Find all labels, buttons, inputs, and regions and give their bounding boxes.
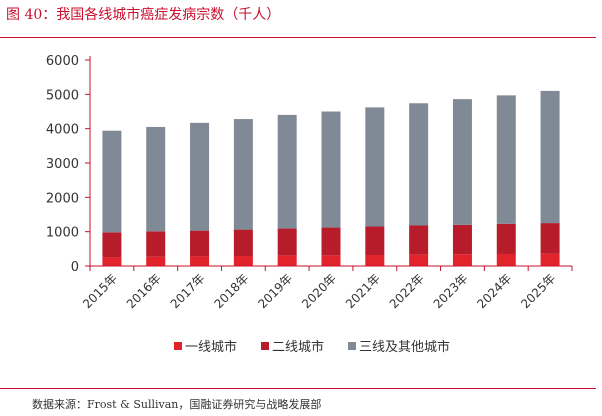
stacked-bar-chart: 0 1000 2000 3000 4000 5000 6000 2015年 2016年 2017…: [46, 54, 573, 355]
bar-segment: [321, 227, 341, 256]
y-tick-label: 2000: [46, 191, 79, 206]
x-tick-label: 2016年: [124, 271, 164, 311]
legend-label: 二线城市: [272, 339, 324, 355]
y-tick-label: 6000: [46, 54, 79, 69]
bar-segment: [146, 126, 166, 232]
bar-segment: [233, 256, 253, 266]
y-tick-label: 0: [71, 260, 79, 275]
source-note: 数据来源：Frost & Sullivan，国融证券研究与战略发展部: [32, 398, 322, 411]
legend-swatch: [348, 342, 356, 350]
bar-segment: [496, 95, 516, 224]
bars: [102, 90, 560, 266]
bar-segment: [452, 254, 472, 266]
legend: 一线城市 二线城市 三线及其他城市: [174, 339, 450, 355]
y-tick-label: 3000: [46, 157, 79, 172]
bar-segment: [190, 122, 210, 231]
bar-segment: [365, 226, 385, 256]
x-tick-label: 2020年: [299, 271, 339, 311]
bar-segment: [277, 114, 297, 229]
bar-segment: [102, 257, 122, 266]
bar-segment: [540, 253, 560, 266]
bar-segment: [233, 229, 253, 257]
bar-segment: [277, 255, 297, 266]
page-title: 图 40：我国各线城市癌症发病宗数（千人）: [6, 7, 281, 23]
y-tick-label: 4000: [46, 123, 79, 138]
bar-segment: [146, 256, 166, 266]
bar-segment: [102, 232, 122, 258]
legend-label: 一线城市: [185, 339, 237, 355]
x-tick-label: 2021年: [343, 271, 383, 311]
bar-segment: [233, 119, 253, 230]
bar-segment: [321, 111, 341, 228]
bar-segment: [496, 253, 516, 266]
x-tick-label: 2015年: [80, 271, 120, 311]
bar-segment: [321, 255, 341, 266]
x-axis: 2015年 2016年 2017年 2018年 2019年 2020年 2021年 2022年…: [80, 265, 573, 311]
y-tick-label: 1000: [46, 226, 79, 241]
bar-segment: [452, 99, 472, 225]
x-tick-label: 2024年: [474, 271, 514, 311]
x-tick-label: 2025年: [518, 271, 558, 311]
bar-segment: [540, 90, 560, 224]
x-tick-label: 2023年: [431, 271, 471, 311]
bar-segment: [409, 254, 429, 266]
y-axis: 0 1000 2000 3000 4000 5000 6000: [46, 54, 91, 275]
title-divider: [0, 37, 596, 38]
bar-segment: [452, 224, 472, 255]
bar-segment: [540, 223, 560, 254]
x-tick-label: 2018年: [212, 271, 252, 311]
bar-segment: [409, 103, 429, 226]
legend-swatch: [174, 342, 182, 350]
bar-segment: [146, 231, 166, 257]
bar-segment: [496, 223, 516, 254]
x-tick-label: 2022年: [387, 271, 427, 311]
x-tick-label: 2019年: [255, 271, 295, 311]
x-tick-label: 2017年: [168, 271, 208, 311]
bar-segment: [365, 255, 385, 266]
bar-segment: [190, 256, 210, 266]
bar-segment: [277, 228, 297, 256]
bar-segment: [365, 107, 385, 227]
legend-swatch: [261, 342, 269, 350]
footer-divider: [0, 388, 596, 389]
legend-label: 三线及其他城市: [359, 339, 450, 355]
bar-segment: [409, 225, 429, 255]
bar-segment: [102, 130, 122, 233]
bar-segment: [190, 230, 210, 257]
y-tick-label: 5000: [46, 88, 79, 103]
